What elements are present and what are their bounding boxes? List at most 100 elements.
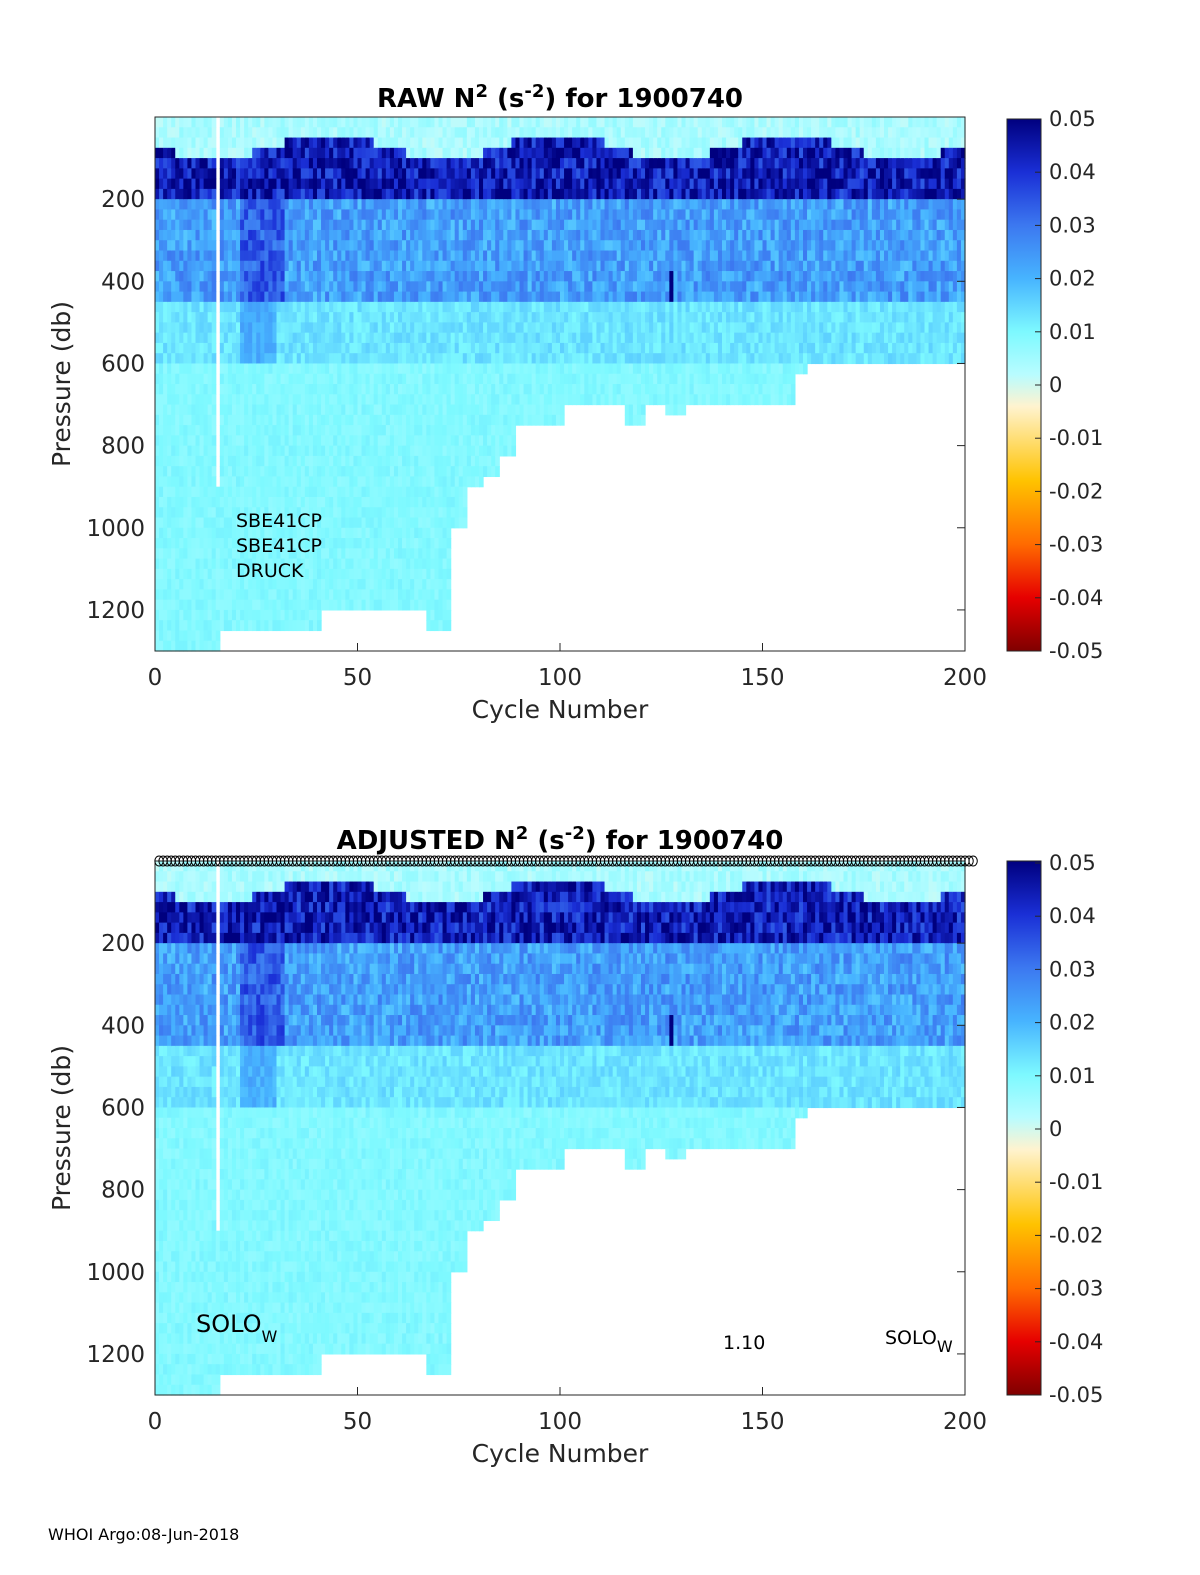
heatmap-cell	[308, 445, 314, 457]
heatmap-cell	[337, 496, 342, 508]
heatmap-cell	[325, 579, 330, 590]
heatmap-cell	[470, 240, 476, 252]
heatmap-cell	[369, 291, 375, 303]
heatmap-cell	[260, 507, 265, 519]
heatmap-cell	[353, 127, 359, 139]
heatmap-cell	[357, 353, 363, 365]
heatmap-cell	[276, 527, 282, 539]
heatmap-cell	[219, 291, 225, 303]
heatmap-cell	[341, 199, 346, 211]
heatmap-cell	[167, 445, 172, 457]
heatmap-cell	[442, 240, 448, 252]
heatmap-cell	[163, 589, 168, 601]
heatmap-cell	[191, 147, 197, 159]
heatmap-cell	[248, 384, 253, 395]
heatmap-cell	[458, 127, 464, 139]
heatmap-cell	[543, 384, 549, 395]
heatmap-cell	[317, 342, 322, 354]
heatmap-cell	[191, 414, 197, 426]
heatmap-cell	[304, 435, 310, 447]
heatmap-cell	[240, 322, 245, 334]
heatmap-cell	[604, 219, 610, 231]
heatmap-cell	[276, 322, 282, 334]
heatmap-cell	[244, 384, 249, 395]
heatmap-cell	[393, 527, 399, 539]
heatmap-cell	[592, 301, 598, 313]
heatmap-cell	[357, 538, 363, 549]
heatmap-cell	[406, 425, 411, 436]
heatmap-cell	[564, 250, 569, 262]
heatmap-cell	[402, 466, 407, 478]
heatmap-cell	[361, 312, 367, 323]
heatmap-cell	[487, 342, 492, 354]
heatmap-cell	[357, 137, 363, 149]
heatmap-cell	[179, 137, 184, 149]
heatmap-cell	[252, 178, 257, 190]
heatmap-cell	[195, 466, 201, 478]
heatmap-cell	[620, 332, 626, 344]
heatmap-cell	[268, 455, 274, 467]
heatmap-cell	[240, 558, 245, 570]
heatmap-cell	[183, 425, 188, 436]
heatmap-cell	[292, 188, 298, 200]
heatmap-cell	[369, 260, 375, 272]
heatmap-cell	[337, 353, 342, 365]
heatmap-cell	[446, 476, 452, 488]
heatmap-cell	[191, 291, 197, 303]
heatmap-cell	[300, 373, 306, 385]
raw-heatmap	[155, 117, 966, 652]
heatmap-cell	[244, 445, 249, 457]
heatmap-cell	[329, 291, 334, 303]
heatmap-cell	[231, 291, 237, 303]
heatmap-cell	[620, 271, 626, 282]
heatmap-cell	[312, 445, 318, 457]
heatmap-cell	[434, 558, 440, 570]
heatmap-cell	[620, 229, 626, 241]
heatmap-cell	[495, 332, 500, 344]
heatmap-cell	[369, 199, 375, 211]
heatmap-cell	[227, 568, 233, 580]
heatmap-cell	[341, 589, 346, 601]
heatmap-cell	[365, 260, 371, 272]
heatmap-cell	[402, 301, 407, 313]
heatmap-cell	[608, 373, 614, 385]
heatmap-cell	[219, 445, 225, 457]
heatmap-cell	[175, 271, 180, 282]
heatmap-cell	[240, 466, 245, 478]
heatmap-cell	[402, 250, 407, 262]
heatmap-cell	[466, 445, 472, 457]
heatmap-cell	[369, 507, 375, 519]
heatmap-cell	[260, 188, 265, 200]
heatmap-cell	[317, 127, 322, 139]
heatmap-cell	[483, 260, 488, 272]
heatmap-cell	[555, 322, 561, 334]
heatmap-cell	[329, 260, 334, 272]
heatmap-cell	[588, 384, 593, 395]
heatmap-cell	[317, 209, 322, 221]
heatmap-cell	[612, 188, 618, 200]
heatmap-cell	[179, 260, 184, 272]
heatmap-cell	[280, 455, 286, 467]
heatmap-cell	[612, 250, 618, 262]
heatmap-cell	[179, 147, 184, 159]
heatmap-cell	[264, 322, 269, 334]
heatmap-cell	[183, 281, 188, 293]
heatmap-cell	[211, 486, 217, 498]
heatmap-cell	[458, 291, 464, 303]
heatmap-cell	[438, 209, 444, 221]
heatmap-cell	[450, 127, 456, 139]
heatmap-cell	[337, 517, 342, 529]
heatmap-cell	[361, 291, 367, 303]
heatmap-cell	[365, 322, 371, 334]
heatmap-cell	[260, 240, 265, 252]
heatmap-cell	[418, 178, 423, 190]
heatmap-cell	[191, 158, 197, 169]
heatmap-cell	[357, 147, 363, 159]
heatmap-cell	[308, 363, 314, 375]
heatmap-cell	[560, 240, 565, 252]
heatmap-cell	[377, 147, 383, 159]
heatmap-cell	[236, 589, 241, 601]
heatmap-cell	[175, 301, 180, 313]
heatmap-cell	[227, 620, 233, 632]
heatmap-cell	[231, 373, 237, 385]
